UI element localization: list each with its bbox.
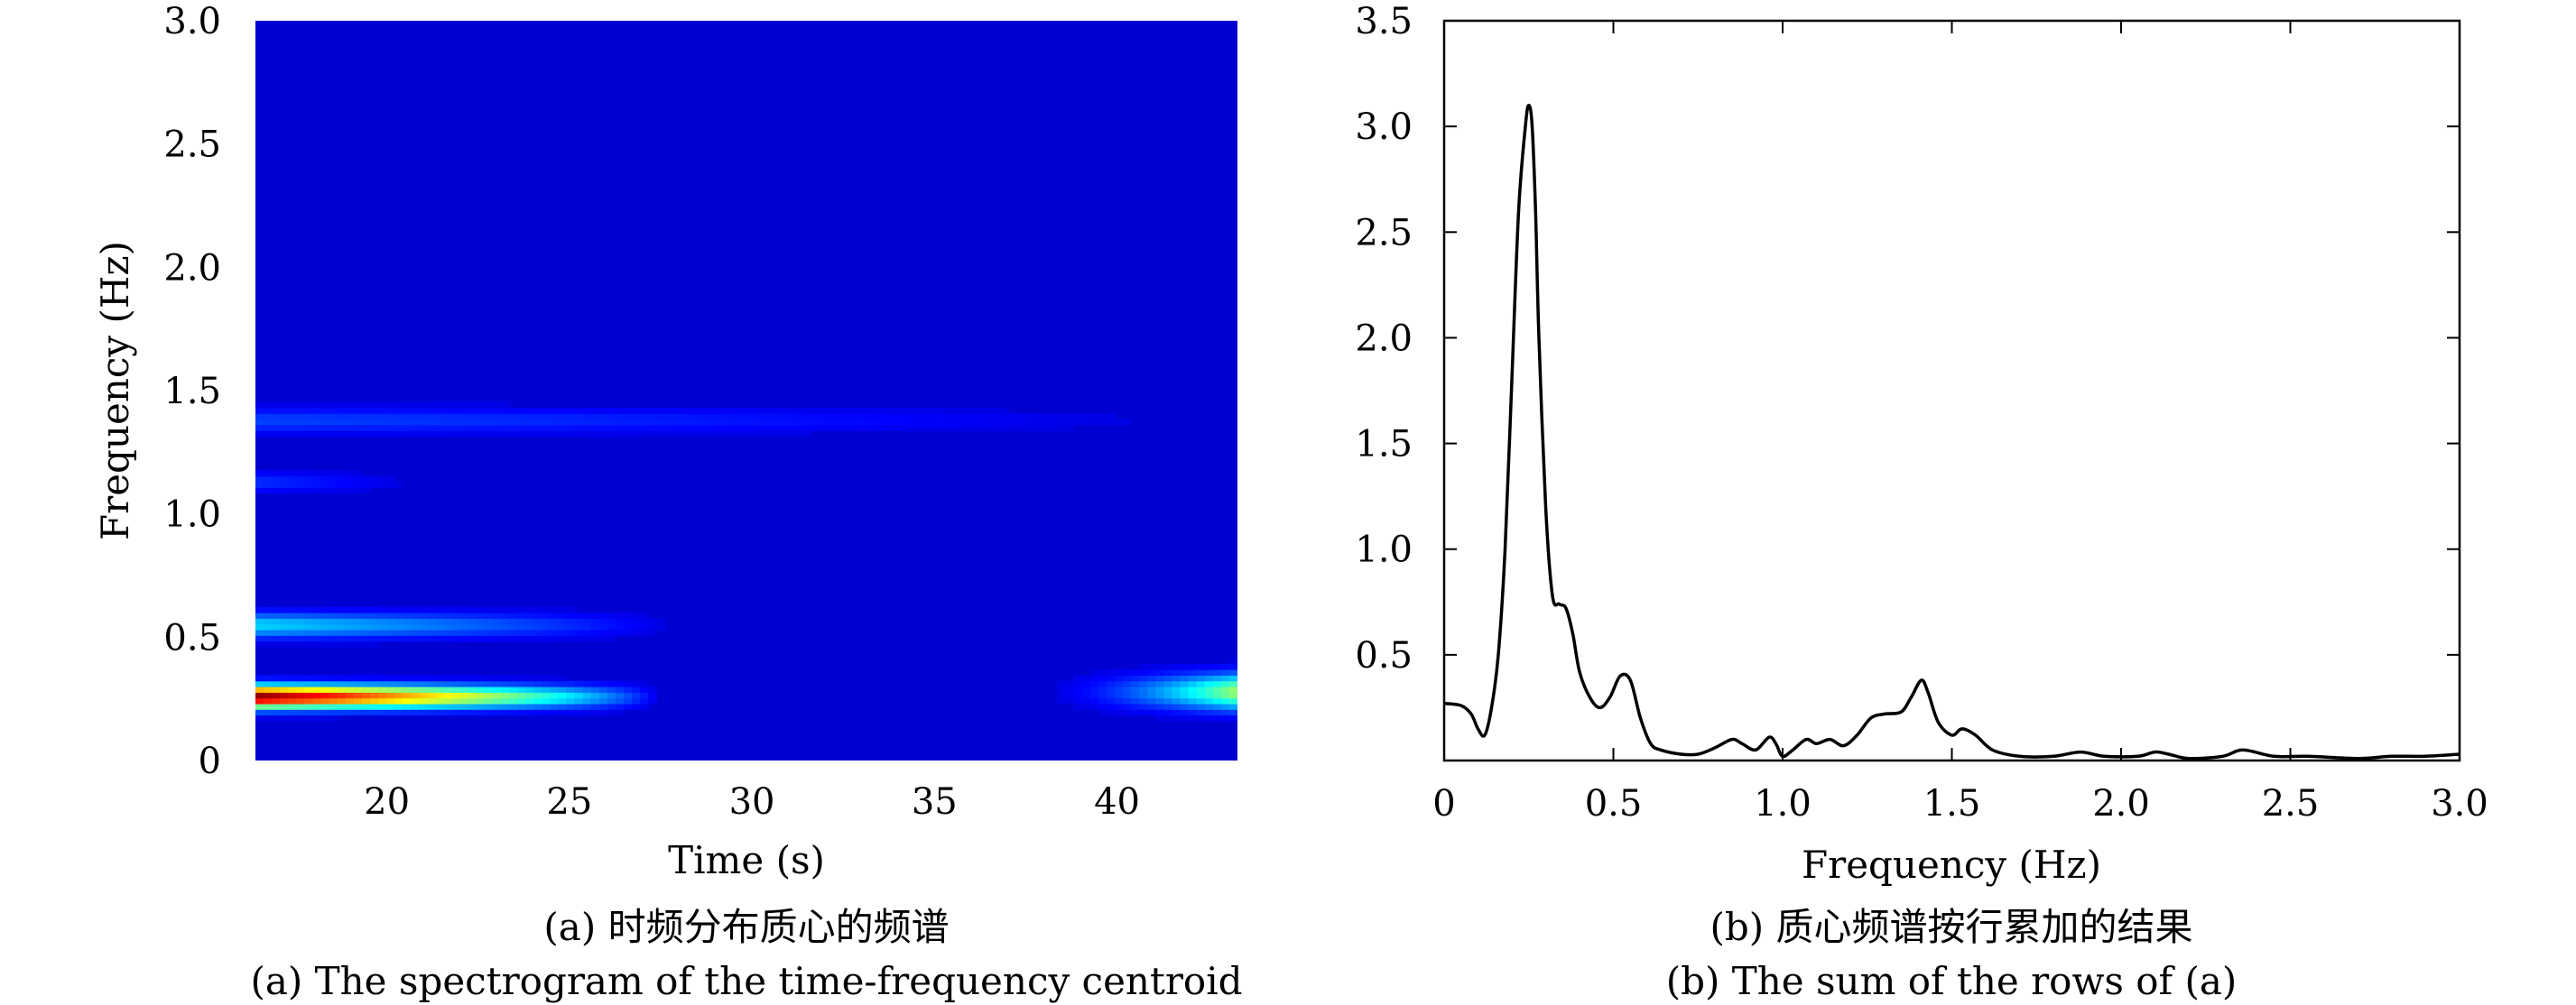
x-tick-label: 25 xyxy=(546,781,592,823)
spectrogram-heatmap xyxy=(255,21,1237,761)
x-tick-label: 20 xyxy=(364,781,410,823)
spectrogram-y-ticks: 0 0.5 1.0 1.5 2.0 2.5 3.0 xyxy=(163,1,221,782)
y-tick-label: 2.0 xyxy=(1355,318,1413,359)
caption-a-cn: (a) 时频分布质心的频谱 xyxy=(543,905,949,949)
spectrogram-panel: 20 25 30 35 40 00.51.01.52.02.53.0 Time (s) … xyxy=(93,1,1243,1003)
sum-panel: 0 0.5 1.0 1.5 2.0 2.5 3.0 0.5 1.0 1.5 2.0 2.5 3.0 3.… xyxy=(1355,1,2488,1003)
y-tick-label: 3.5 xyxy=(1355,1,1413,42)
x-tick-label: 0 xyxy=(1432,783,1455,825)
spectrogram-x-axis-label: Time (s) xyxy=(668,838,825,882)
x-tick-label: 3.0 xyxy=(2431,783,2488,825)
spectrogram-x-ticks: 20 25 30 35 40 xyxy=(364,781,1140,823)
sum-y-ticks: 0.5 1.0 1.5 2.0 2.5 3.0 3.5 xyxy=(1355,1,2460,677)
y-tick-label: 0 xyxy=(199,741,221,782)
y-tick-label: 0.5 xyxy=(1355,635,1413,677)
y-tick-label: 3.0 xyxy=(1355,106,1413,148)
sum-plot-frame xyxy=(1442,19,2461,762)
x-tick-label: 1.5 xyxy=(1923,783,1981,825)
y-tick-label: 1.0 xyxy=(1355,530,1413,571)
y-tick-label: 2.5 xyxy=(163,124,221,166)
y-tick-label: 2.0 xyxy=(163,247,221,289)
x-tick-label: 35 xyxy=(912,781,958,823)
y-tick-label: 1.5 xyxy=(163,371,221,412)
y-tick-label: 1.0 xyxy=(163,494,221,536)
caption-b-cn: (b) 质心频谱按行累加的结果 xyxy=(1710,905,2192,949)
x-tick-label: 1.0 xyxy=(1754,783,1812,825)
x-tick-label: 2.5 xyxy=(2262,783,2320,825)
caption-a-en: (a) The spectrogram of the time-frequenc… xyxy=(250,959,1242,1003)
caption-b-en: (b) The sum of the rows of (a) xyxy=(1666,959,2238,1003)
x-tick-label: 0.5 xyxy=(1585,783,1643,825)
x-tick-label: 40 xyxy=(1094,781,1140,823)
sum-x-ticks: 0 0.5 1.0 1.5 2.0 2.5 3.0 xyxy=(1432,21,2488,825)
sum-curve xyxy=(1444,103,2460,761)
x-tick-label: 30 xyxy=(729,781,775,823)
spectrogram-y-axis-label: Frequency (Hz) xyxy=(93,241,137,540)
sum-line-series xyxy=(1444,103,2460,761)
y-tick-label: 2.5 xyxy=(1355,212,1413,254)
y-tick-label: 1.5 xyxy=(1355,424,1413,466)
y-tick-label: 3.0 xyxy=(163,1,221,42)
x-tick-label: 2.0 xyxy=(2092,783,2150,825)
sum-x-axis-label: Frequency (Hz) xyxy=(1802,843,2101,887)
y-tick-label: 0.5 xyxy=(163,617,221,659)
